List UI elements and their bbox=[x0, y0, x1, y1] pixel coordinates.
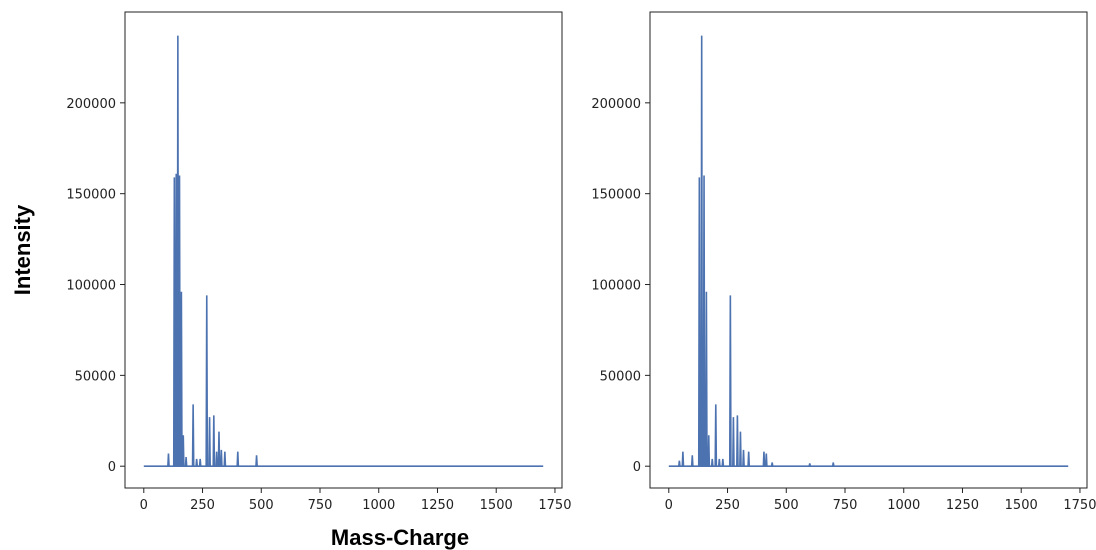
x-tick-label: 250 bbox=[715, 498, 740, 513]
x-tick-label: 750 bbox=[308, 498, 333, 513]
spectrum-line bbox=[143, 35, 544, 467]
x-tick-label: 0 bbox=[140, 498, 148, 513]
x-axis-label: Mass-Charge bbox=[331, 525, 469, 550]
x-tick-label: 250 bbox=[190, 498, 215, 513]
x-tick-label: 1000 bbox=[362, 498, 395, 513]
y-axis-label: Intensity bbox=[10, 204, 35, 295]
plot-frame bbox=[649, 11, 1088, 489]
x-tick-label: 1500 bbox=[1005, 498, 1038, 513]
spectrum-line bbox=[668, 35, 1069, 467]
left-spectrum-panel: 0 250 500 750 1000 1250 1500 1750 0 50000 100000 15… bbox=[66, 11, 571, 513]
y-tick-label: 200000 bbox=[66, 97, 116, 112]
x-tick-label: 500 bbox=[249, 498, 274, 513]
y-tick-label: 100000 bbox=[66, 279, 116, 294]
y-tick-label: 100000 bbox=[591, 279, 641, 294]
x-tick-label: 1750 bbox=[538, 498, 571, 513]
y-tick-label: 0 bbox=[633, 460, 641, 475]
y-tick-label: 150000 bbox=[591, 188, 641, 203]
x-tick-label: 1750 bbox=[1063, 498, 1096, 513]
x-tick-label: 1250 bbox=[421, 498, 454, 513]
right-spectrum-panel: 0 250 500 750 1000 1250 1500 1750 0 50000 100000 15… bbox=[591, 11, 1096, 513]
y-tick-label: 150000 bbox=[66, 188, 116, 203]
plot-frame bbox=[124, 11, 563, 489]
x-tick-label: 750 bbox=[833, 498, 858, 513]
x-tick-label: 1250 bbox=[946, 498, 979, 513]
x-tick-label: 1500 bbox=[480, 498, 513, 513]
x-tick-label: 0 bbox=[665, 498, 673, 513]
x-tick-label: 1000 bbox=[887, 498, 920, 513]
x-tick-label: 500 bbox=[774, 498, 799, 513]
y-tick-label: 50000 bbox=[75, 369, 116, 384]
y-tick-label: 50000 bbox=[600, 369, 641, 384]
y-tick-label: 200000 bbox=[591, 97, 641, 112]
y-tick-label: 0 bbox=[108, 460, 116, 475]
